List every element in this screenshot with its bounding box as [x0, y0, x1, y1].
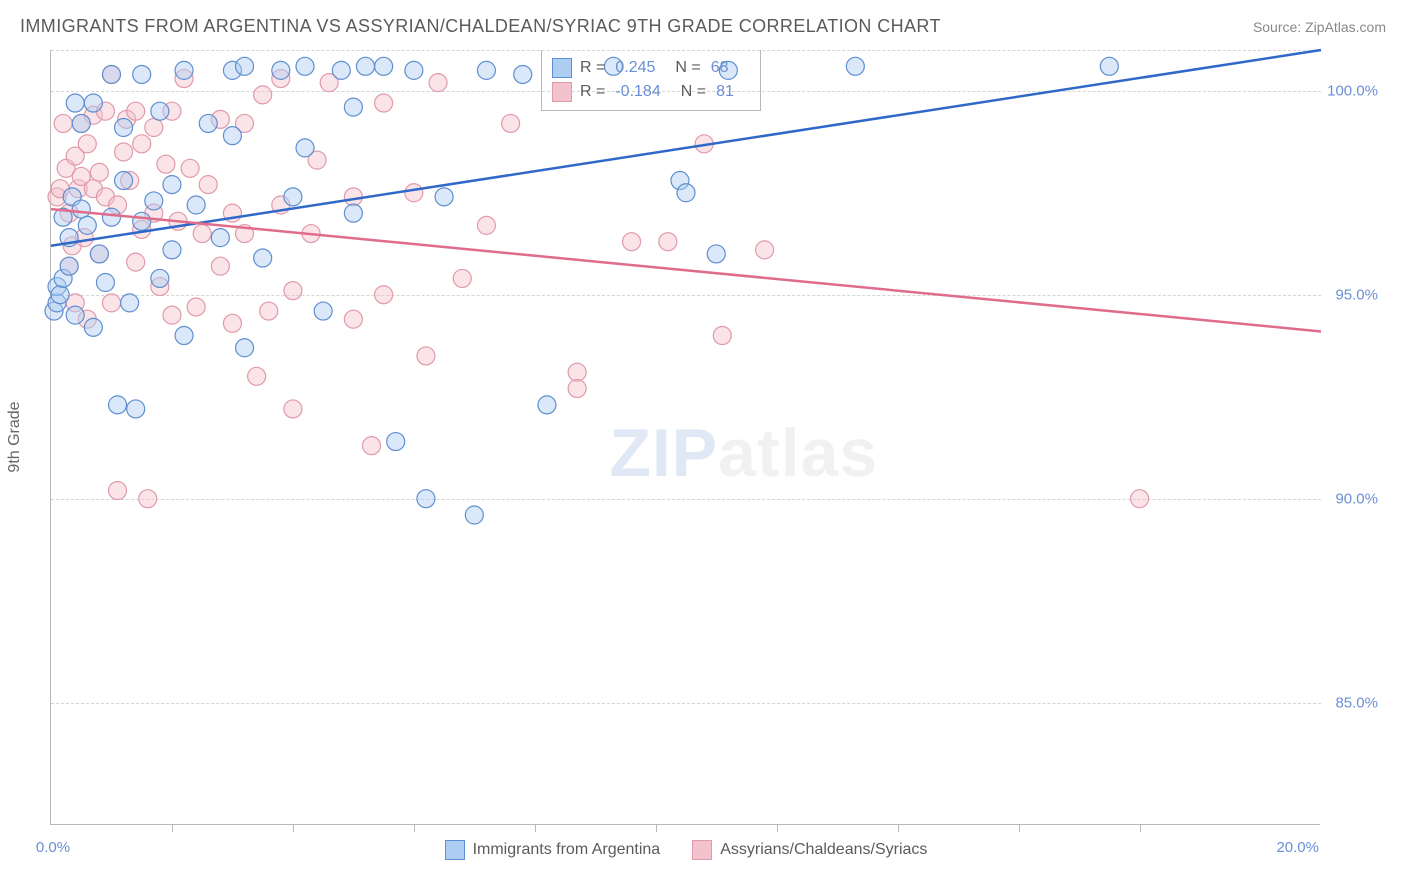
y-axis-title: 9th Grade	[6, 401, 24, 472]
correlation-legend: R = 0.245 N = 68 R = -0.184 N = 81	[541, 50, 761, 111]
legend-row-a: R = 0.245 N = 68	[552, 56, 746, 80]
series-a-name: Immigrants from Argentina	[473, 841, 661, 859]
chart-area: 9th Grade 85.0%90.0%95.0%100.0% ZIPatlas…	[50, 50, 1380, 825]
swatch-a	[552, 58, 572, 78]
legend-item-a: Immigrants from Argentina	[445, 840, 661, 860]
series-b-name: Assyrians/Chaldeans/Syriacs	[720, 841, 927, 859]
series-legend: Immigrants from Argentina Assyrians/Chal…	[51, 840, 1321, 860]
ytick-label: 100.0%	[1327, 82, 1378, 99]
r-label-a: R =	[580, 59, 605, 77]
r-value-a: 0.245	[615, 59, 655, 77]
swatch-a-icon	[445, 840, 465, 860]
swatch-b-icon	[692, 840, 712, 860]
source-label: Source: ZipAtlas.com	[1253, 19, 1386, 35]
chart-title: IMMIGRANTS FROM ARGENTINA VS ASSYRIAN/CH…	[20, 16, 941, 37]
n-value-a: 68	[711, 59, 729, 77]
n-label-b: N =	[681, 83, 706, 101]
r-label-b: R =	[580, 83, 605, 101]
ytick-label: 90.0%	[1335, 490, 1378, 507]
ytick-label: 85.0%	[1335, 694, 1378, 711]
swatch-b	[552, 82, 572, 102]
plot-region: 9th Grade 85.0%90.0%95.0%100.0% ZIPatlas…	[50, 50, 1320, 825]
r-value-b: -0.184	[615, 83, 660, 101]
ytick-label: 95.0%	[1335, 286, 1378, 303]
scatter-svg	[51, 50, 1321, 825]
legend-row-b: R = -0.184 N = 81	[552, 80, 746, 104]
legend-item-b: Assyrians/Chaldeans/Syriacs	[692, 840, 927, 860]
n-value-b: 81	[716, 83, 734, 101]
n-label-a: N =	[675, 59, 700, 77]
